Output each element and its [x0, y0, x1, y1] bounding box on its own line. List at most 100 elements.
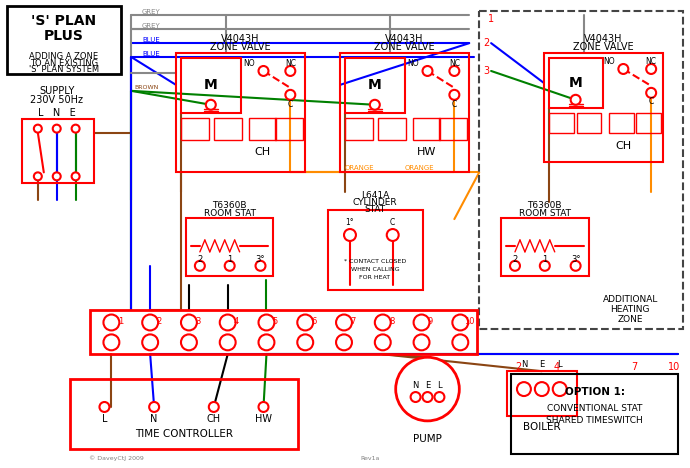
Text: NC: NC	[646, 57, 657, 66]
Circle shape	[344, 229, 356, 241]
Text: PLUS: PLUS	[43, 29, 83, 43]
Circle shape	[540, 261, 550, 271]
Circle shape	[387, 229, 399, 241]
Text: WHEN CALLING: WHEN CALLING	[351, 267, 399, 272]
Text: © DaveyCtJ 2009: © DaveyCtJ 2009	[89, 456, 144, 461]
Text: CH: CH	[207, 414, 221, 424]
Text: 4: 4	[553, 362, 560, 372]
Circle shape	[449, 90, 460, 100]
Text: FOR HEAT: FOR HEAT	[359, 275, 391, 280]
Bar	[413, 117, 440, 139]
Text: 1: 1	[118, 317, 123, 326]
Text: OPTION 1:: OPTION 1:	[564, 387, 624, 397]
Text: 3: 3	[483, 66, 489, 76]
Text: L: L	[437, 380, 442, 389]
Circle shape	[259, 66, 268, 76]
Bar	[275, 117, 303, 139]
Text: ZONE VALVE: ZONE VALVE	[573, 42, 634, 52]
Text: 5: 5	[273, 317, 278, 326]
Text: ZONE: ZONE	[618, 315, 643, 324]
Text: 8: 8	[389, 317, 395, 326]
Text: N: N	[521, 360, 527, 369]
Text: E: E	[539, 360, 544, 369]
Text: STAT: STAT	[364, 205, 386, 214]
Text: 2: 2	[515, 362, 521, 372]
Text: ZONE VALVE: ZONE VALVE	[375, 42, 435, 52]
Text: M: M	[368, 78, 382, 92]
Text: 'S' PLAN: 'S' PLAN	[31, 14, 96, 28]
Bar	[507, 371, 577, 416]
Bar	[181, 58, 241, 113]
Text: ZONE VALVE: ZONE VALVE	[210, 42, 271, 52]
Text: ADDING A ZONE: ADDING A ZONE	[29, 51, 98, 60]
Text: 3°: 3°	[256, 256, 265, 264]
Circle shape	[453, 314, 469, 330]
Text: C: C	[288, 100, 293, 109]
Bar	[7, 7, 121, 74]
Circle shape	[336, 335, 352, 351]
Text: TO AN EXISTING: TO AN EXISTING	[30, 58, 98, 67]
Text: BLUE: BLUE	[142, 51, 160, 57]
Bar	[176, 53, 305, 172]
Text: N: N	[413, 380, 419, 389]
Text: BOILER: BOILER	[523, 422, 561, 432]
Circle shape	[104, 314, 119, 330]
Circle shape	[52, 124, 61, 132]
Bar	[636, 113, 661, 132]
Text: 2: 2	[483, 38, 489, 48]
Text: N: N	[150, 414, 158, 424]
Circle shape	[571, 95, 580, 105]
Circle shape	[422, 392, 433, 402]
Text: M: M	[204, 78, 217, 92]
Text: Rev1a: Rev1a	[360, 456, 380, 461]
Text: TIME CONTROLLER: TIME CONTROLLER	[135, 429, 233, 439]
Circle shape	[34, 124, 42, 132]
Bar	[340, 53, 469, 172]
Circle shape	[453, 335, 469, 351]
Circle shape	[411, 392, 420, 402]
Circle shape	[181, 335, 197, 351]
Circle shape	[99, 402, 110, 412]
Bar	[479, 11, 683, 329]
Text: NC: NC	[449, 58, 460, 67]
Circle shape	[209, 402, 219, 412]
Bar	[511, 374, 678, 453]
Text: BLUE: BLUE	[142, 37, 160, 43]
Text: * CONTACT CLOSED: * CONTACT CLOSED	[344, 259, 406, 264]
Circle shape	[435, 392, 444, 402]
Text: 4: 4	[234, 317, 239, 326]
Text: SUPPLY: SUPPLY	[39, 86, 75, 96]
Text: L: L	[558, 360, 562, 369]
Text: BROWN: BROWN	[135, 85, 159, 90]
Circle shape	[510, 261, 520, 271]
Text: 6: 6	[311, 317, 317, 326]
Text: C: C	[452, 100, 457, 109]
Circle shape	[370, 100, 380, 110]
Circle shape	[259, 314, 275, 330]
Text: 7: 7	[351, 317, 355, 326]
Circle shape	[422, 66, 433, 76]
Text: 1: 1	[227, 256, 233, 264]
Text: 2: 2	[157, 317, 161, 326]
Text: PUMP: PUMP	[413, 434, 442, 444]
Circle shape	[297, 335, 313, 351]
Text: CH: CH	[615, 140, 631, 151]
Text: HW: HW	[417, 147, 436, 158]
Circle shape	[297, 314, 313, 330]
Text: 1°: 1°	[346, 218, 354, 227]
Circle shape	[225, 261, 235, 271]
Bar	[328, 210, 422, 290]
Text: ORANGE: ORANGE	[405, 165, 435, 171]
Bar	[181, 117, 209, 139]
Text: M: M	[569, 76, 582, 90]
Bar	[345, 117, 373, 139]
Circle shape	[535, 382, 549, 396]
Text: V4043H: V4043H	[584, 34, 622, 44]
Text: 2: 2	[197, 256, 202, 264]
Circle shape	[219, 335, 236, 351]
Circle shape	[395, 357, 460, 421]
Bar	[549, 113, 573, 132]
Bar	[186, 218, 273, 276]
Circle shape	[449, 66, 460, 76]
Circle shape	[413, 335, 429, 351]
